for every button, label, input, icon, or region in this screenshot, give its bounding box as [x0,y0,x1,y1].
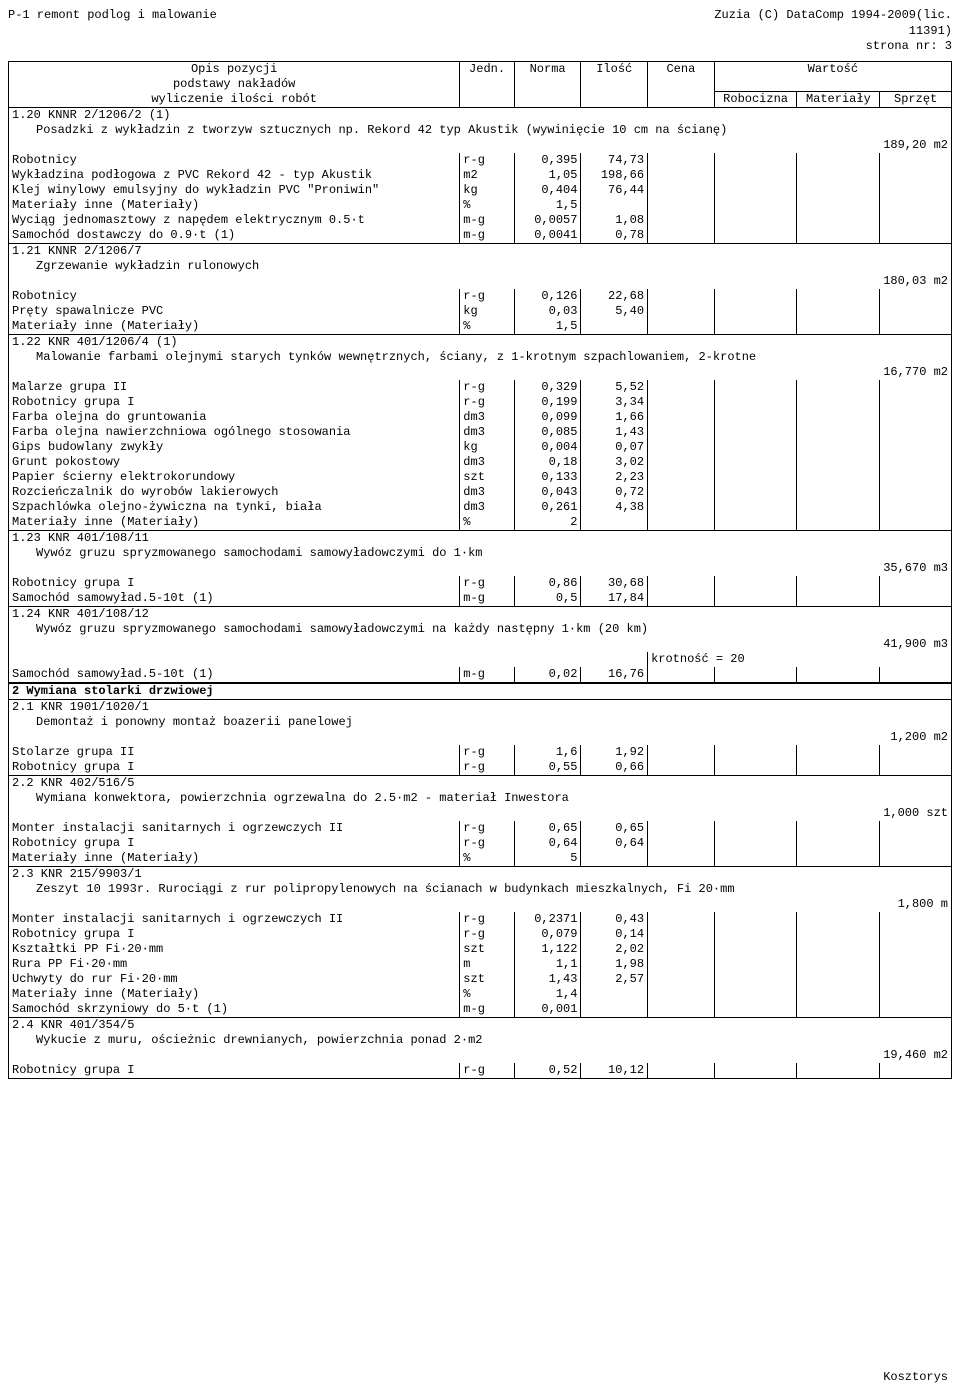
resource-desc: Rura PP Fi·20·mm [9,957,460,972]
doc-title: P-1 remont podlog i malowanie [8,8,217,24]
resource-desc: Materiały inne (Materiały) [9,319,460,335]
item-title: Zeszyt 10 1993r. Rurociągi z rur polipro… [9,882,952,897]
item-code: 1.24 KNR 401/108/12 [9,607,952,623]
resource-desc: Robotnicy grupa I [9,836,460,851]
resource-desc: Robotnicy grupa I [9,1063,460,1078]
resource-desc: Samochód dostawczy do 0.9·t (1) [9,228,460,244]
item-multiplier: krotność = 20 [648,652,952,667]
resource-desc: Samochód samowyład.5-10t (1) [9,591,460,607]
item-title: Wykucie z muru, ościeżnic drewnianych, p… [9,1033,952,1048]
item-code: 2.1 KNR 1901/1020/1 [9,700,952,716]
item-title: Zgrzewanie wykładzin rulonowych [9,259,952,274]
resource-desc: Farba olejna nawierzchniowa ogólnego sto… [9,425,460,440]
resource-desc: Materiały inne (Materiały) [9,515,460,531]
item-code: 1.20 KNNR 2/1206/2 (1) [9,108,952,124]
resource-desc: Malarze grupa II [9,380,460,395]
section-header: 2 Wymiana stolarki drzwiowej [9,683,952,700]
item-code: 2.4 KNR 401/354/5 [9,1018,952,1034]
item-code: 2.3 KNR 215/9903/1 [9,867,952,883]
item-quantity-total: 41,900 m3 [9,637,952,652]
item-title: Posadzki z wykładzin z tworzyw sztucznyc… [9,123,952,138]
resource-desc: Robotnicy [9,153,460,168]
item-code: 1.22 KNR 401/1206/4 (1) [9,335,952,351]
resource-desc: Farba olejna do gruntowania [9,410,460,425]
item-code: 1.23 KNR 401/108/11 [9,531,952,547]
resource-desc: Robotnicy grupa I [9,576,460,591]
resource-desc: Grunt pokostowy [9,455,460,470]
resource-desc: Robotnicy [9,289,460,304]
resource-desc: Materiały inne (Materiały) [9,851,460,867]
resource-desc: Rozcieńczalnik do wyrobów lakierowych [9,485,460,500]
item-quantity-total: 180,03 m2 [9,274,952,289]
item-code: 1.21 KNNR 2/1206/7 [9,244,952,260]
page-number: strona nr: 3 [866,39,952,55]
resource-desc: Stolarze grupa II [9,745,460,760]
resource-desc: Szpachlówka olejno-żywiczna na tynki, bi… [9,500,460,515]
resource-desc: Monter instalacji sanitarnych i ogrzewcz… [9,821,460,836]
resource-desc: Klej winylowy emulsyjny do wykładzin PVC… [9,183,460,198]
resource-desc: Robotnicy grupa I [9,760,460,776]
resource-desc: Papier ścierny elektrokorundowy [9,470,460,485]
resource-desc: Uchwyty do rur Fi·20·mm [9,972,460,987]
item-quantity-total: 1,000 szt [9,806,952,821]
app-credit-2: 11391) [909,24,952,40]
item-title: Wymiana konwektora, powierzchnia ogrzewa… [9,791,952,806]
footer-label: Kosztorys [883,1370,948,1384]
item-quantity-total: 1,800 m [9,897,952,912]
item-quantity-total: 1,200 m2 [9,730,952,745]
item-title: Wywóz gruzu spryzmowanego samochodami sa… [9,546,952,561]
resource-desc: Robotnicy grupa I [9,927,460,942]
resource-desc: Pręty spawalnicze PVC [9,304,460,319]
item-quantity-total: 189,20 m2 [9,138,952,153]
item-title: Malowanie farbami olejnymi starych tynkó… [9,350,952,365]
item-quantity-total: 19,460 m2 [9,1048,952,1063]
app-credit-1: Zuzia (C) DataComp 1994-2009(lic. [714,8,952,24]
item-code: 2.2 KNR 402/516/5 [9,776,952,792]
item-quantity-total: 35,670 m3 [9,561,952,576]
resource-desc: Kształtki PP Fi·20·mm [9,942,460,957]
resource-desc: Gips budowlany zwykły [9,440,460,455]
resource-desc: Materiały inne (Materiały) [9,198,460,213]
resource-desc: Materiały inne (Materiały) [9,987,460,1002]
resource-desc: Wykładzina podłogowa z PVC Rekord 42 - t… [9,168,460,183]
resource-desc: Wyciąg jednomasztowy z napędem elektrycz… [9,213,460,228]
resource-desc: Robotnicy grupa I [9,395,460,410]
item-quantity-total: 16,770 m2 [9,365,952,380]
resource-desc: Samochód samowyład.5-10t (1) [9,667,460,683]
resource-desc: Monter instalacji sanitarnych i ogrzewcz… [9,912,460,927]
estimate-table: Opis pozycjiJedn.NormaIlośćCenaWartośćpo… [8,61,952,1080]
resource-desc: Samochód skrzyniowy do 5·t (1) [9,1002,460,1018]
item-title: Demontaż i ponowny montaż boazerii panel… [9,715,952,730]
item-title: Wywóz gruzu spryzmowanego samochodami sa… [9,622,952,637]
